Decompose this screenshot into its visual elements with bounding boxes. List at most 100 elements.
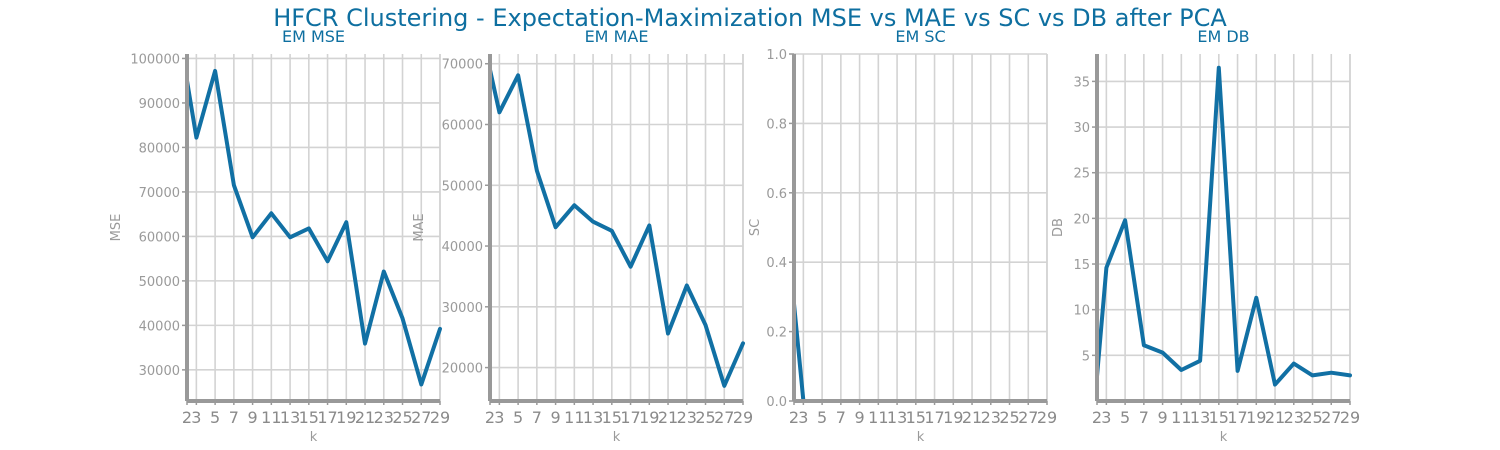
x-tick-label: 21 xyxy=(355,408,375,427)
x-tick-label: 9 xyxy=(1157,408,1167,427)
y-tick-label: 90000 xyxy=(139,97,180,112)
chart-panel-1: 2 3 5 7 9 11131517192123252729300004000050000… xyxy=(109,27,450,445)
y-tick-label: 60000 xyxy=(442,118,483,133)
x-tick-label: 13 xyxy=(583,408,603,427)
y-tick-label: 0.4 xyxy=(766,256,787,271)
x-tick-label: 29 xyxy=(1340,408,1360,427)
x-tick-label: 29 xyxy=(733,408,753,427)
x-tick-label: 7 xyxy=(532,408,542,427)
x-tick-label: 7 xyxy=(836,408,846,427)
y-tick-label: 15 xyxy=(1073,258,1090,273)
y-tick-label: 40000 xyxy=(442,240,483,255)
x-tick-label: 5 xyxy=(817,408,827,427)
x-tick-label: 21 xyxy=(658,408,678,427)
x-axis-label: k xyxy=(1220,430,1228,445)
y-tick-label: 0.2 xyxy=(766,326,787,341)
subplot-title: EM DB xyxy=(1197,27,1249,46)
x-tick-label: 11 xyxy=(564,408,584,427)
x-tick-label: 3 xyxy=(798,408,808,427)
x-tick-label: 9 xyxy=(247,408,257,427)
y-tick-label: 10 xyxy=(1073,304,1090,319)
x-tick-label: 25 xyxy=(1302,408,1322,427)
x-tick-label: 23 xyxy=(677,408,697,427)
chart-panel-4: 2 3 5 7 9 111315171921232527295101520253035EM… xyxy=(1051,27,1360,445)
x-tick-label: 3 xyxy=(191,408,201,427)
x-tick-label: 27 xyxy=(411,408,431,427)
y-tick-label: 30 xyxy=(1073,121,1090,136)
x-tick-label: 19 xyxy=(336,408,356,427)
x-tick-label: 17 xyxy=(924,408,944,427)
x-tick-label: 25 xyxy=(999,408,1019,427)
x-axis-label: k xyxy=(310,430,318,445)
chart-panel-2: 2 3 5 7 9 11131517192123252729200003000040000… xyxy=(412,27,753,445)
subplot-title: EM SC xyxy=(895,27,945,46)
x-tick-label: 23 xyxy=(981,408,1001,427)
x-tick-label: 19 xyxy=(943,408,963,427)
x-tick-label: 21 xyxy=(962,408,982,427)
x-tick-label: 27 xyxy=(1018,408,1038,427)
y-tick-label: 1.0 xyxy=(766,48,787,63)
x-axis-label: k xyxy=(613,430,621,445)
x-tick-label: 2 xyxy=(485,408,495,427)
y-tick-label: 40000 xyxy=(139,319,180,334)
y-axis-label: SC xyxy=(748,219,763,236)
x-tick-label: 11 xyxy=(1171,408,1191,427)
x-tick-label: 2 xyxy=(182,408,192,427)
x-tick-label: 15 xyxy=(1209,408,1229,427)
data-series-line xyxy=(185,68,442,387)
x-tick-label: 7 xyxy=(229,408,239,427)
x-tick-label: 15 xyxy=(602,408,622,427)
y-tick-label: 20 xyxy=(1073,212,1090,227)
x-tick-label: 3 xyxy=(494,408,504,427)
x-tick-label: 7 xyxy=(1139,408,1149,427)
data-series-line xyxy=(1095,65,1352,387)
y-tick-label: 0.8 xyxy=(766,117,787,132)
x-tick-label: 29 xyxy=(1037,408,1057,427)
y-tick-label: 25 xyxy=(1073,167,1090,182)
x-tick-label: 25 xyxy=(392,408,412,427)
x-tick-label: 11 xyxy=(868,408,888,427)
y-tick-label: 50000 xyxy=(139,275,180,290)
x-tick-label: 3 xyxy=(1101,408,1111,427)
x-tick-label: 13 xyxy=(1190,408,1210,427)
y-tick-label: 0.6 xyxy=(766,187,787,202)
chart-panel-3: 2 3 5 7 9 111315171921232527290.00.20.40.60.8… xyxy=(748,27,1057,445)
y-tick-label: 70000 xyxy=(442,58,483,73)
x-tick-label: 17 xyxy=(1227,408,1247,427)
x-tick-label: 5 xyxy=(513,408,523,427)
y-axis-label: MAE xyxy=(412,213,427,241)
subplot-title: EM MAE xyxy=(585,27,649,46)
x-tick-label: 27 xyxy=(1321,408,1341,427)
x-tick-label: 11 xyxy=(261,408,281,427)
x-tick-label: 17 xyxy=(620,408,640,427)
x-tick-label: 19 xyxy=(639,408,659,427)
x-tick-label: 23 xyxy=(374,408,394,427)
x-tick-label: 2 xyxy=(1092,408,1102,427)
x-tick-label: 9 xyxy=(550,408,560,427)
x-tick-label: 29 xyxy=(430,408,450,427)
x-tick-label: 17 xyxy=(317,408,337,427)
y-axis-label: MSE xyxy=(109,214,124,242)
y-axis-label: DB xyxy=(1051,218,1066,237)
y-tick-label: 80000 xyxy=(139,141,180,156)
data-series-line xyxy=(488,67,745,388)
x-tick-label: 13 xyxy=(887,408,907,427)
y-tick-label: 100000 xyxy=(130,52,180,67)
x-axis-label: k xyxy=(917,430,925,445)
subplot-title: EM MSE xyxy=(282,27,345,46)
figure-title: HFCR Clustering - Expectation-Maximizati… xyxy=(273,4,1227,32)
x-tick-label: 25 xyxy=(695,408,715,427)
y-tick-label: 60000 xyxy=(139,230,180,245)
y-tick-label: 30000 xyxy=(442,301,483,316)
y-tick-label: 35 xyxy=(1073,75,1090,90)
x-tick-label: 19 xyxy=(1246,408,1266,427)
y-tick-label: 20000 xyxy=(442,362,483,377)
x-tick-label: 5 xyxy=(210,408,220,427)
x-tick-label: 9 xyxy=(854,408,864,427)
x-tick-label: 21 xyxy=(1265,408,1285,427)
x-tick-label: 15 xyxy=(299,408,319,427)
x-tick-label: 27 xyxy=(714,408,734,427)
y-tick-label: 0.0 xyxy=(766,395,787,410)
y-tick-label: 70000 xyxy=(139,186,180,201)
